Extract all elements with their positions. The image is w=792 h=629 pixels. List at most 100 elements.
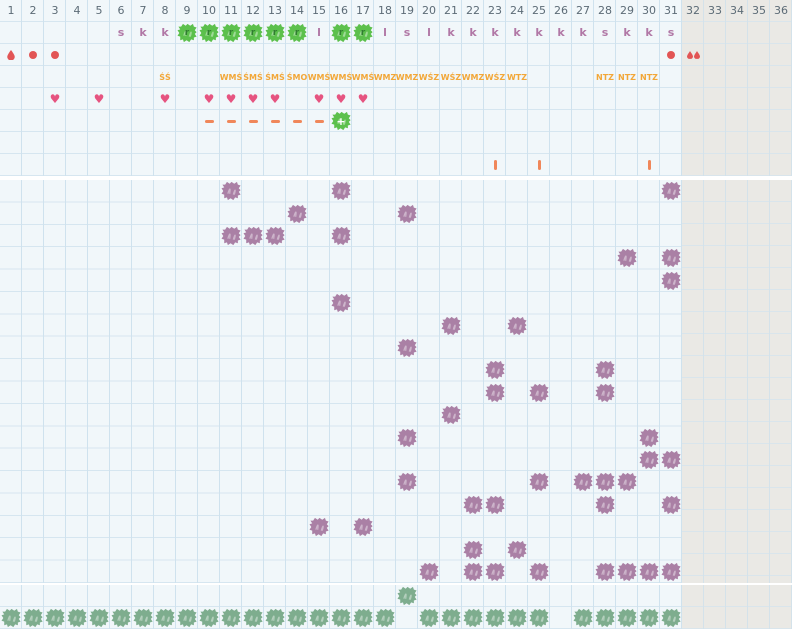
summary-blob[interactable] bbox=[485, 608, 506, 628]
assignment-blob[interactable] bbox=[595, 383, 616, 403]
assignment-blob[interactable] bbox=[595, 360, 616, 380]
duty-letter[interactable]: k bbox=[139, 26, 147, 39]
heart-icon[interactable]: ♥ bbox=[93, 92, 105, 106]
duty-letter[interactable]: k bbox=[579, 26, 587, 39]
shift-flower-icon[interactable]: r bbox=[265, 23, 286, 43]
summary-blob[interactable] bbox=[639, 608, 660, 628]
summary-blob[interactable] bbox=[89, 608, 110, 628]
shift-code-label[interactable]: WMŚ bbox=[329, 72, 353, 82]
summary-blob[interactable] bbox=[45, 608, 66, 628]
bar-mark[interactable] bbox=[493, 160, 497, 170]
duty-letter[interactable]: s bbox=[601, 26, 609, 39]
duty-letter[interactable]: s bbox=[117, 26, 125, 39]
assignment-blob[interactable] bbox=[331, 226, 352, 246]
duty-letter[interactable]: l bbox=[317, 26, 321, 39]
assignment-blob[interactable] bbox=[221, 181, 242, 201]
assignment-blob[interactable] bbox=[463, 540, 484, 560]
red-dot-icon[interactable] bbox=[29, 51, 37, 59]
assignment-blob[interactable] bbox=[661, 562, 682, 582]
assignment-blob[interactable] bbox=[485, 360, 506, 380]
assignment-blob[interactable] bbox=[485, 495, 506, 515]
summary-blob[interactable] bbox=[463, 608, 484, 628]
heart-icon[interactable]: ♥ bbox=[247, 92, 259, 106]
assignment-blob[interactable] bbox=[661, 495, 682, 515]
assignment-blob[interactable] bbox=[485, 383, 506, 403]
heart-icon[interactable]: ♥ bbox=[313, 92, 325, 106]
assignment-blob[interactable] bbox=[595, 472, 616, 492]
summary-blob[interactable] bbox=[309, 608, 330, 628]
assignment-blob[interactable] bbox=[397, 338, 418, 358]
heart-icon[interactable]: ♥ bbox=[49, 92, 61, 106]
assignment-blob[interactable] bbox=[331, 293, 352, 313]
assignment-blob[interactable] bbox=[617, 248, 638, 268]
duty-letter[interactable]: k bbox=[645, 26, 653, 39]
assignment-blob[interactable] bbox=[221, 226, 242, 246]
shift-code-label[interactable]: WMŚ bbox=[219, 72, 243, 82]
assignment-blob[interactable] bbox=[397, 472, 418, 492]
summary-blob[interactable] bbox=[1, 608, 22, 628]
summary-blob[interactable] bbox=[661, 608, 682, 628]
shift-code-label[interactable]: ŚŚ bbox=[159, 72, 171, 82]
dash-mark[interactable] bbox=[226, 120, 236, 123]
shift-code-label[interactable]: NTZ bbox=[640, 72, 658, 82]
shift-code-label[interactable]: NTZ bbox=[596, 72, 614, 82]
summary-blob[interactable] bbox=[595, 608, 616, 628]
assignment-blob[interactable] bbox=[595, 495, 616, 515]
duty-letter[interactable]: k bbox=[623, 26, 631, 39]
shift-flower-icon[interactable]: r bbox=[331, 23, 352, 43]
heart-icon[interactable]: ♥ bbox=[269, 92, 281, 106]
bar-mark[interactable] bbox=[537, 160, 541, 170]
assignment-blob[interactable] bbox=[661, 450, 682, 470]
assignment-blob[interactable] bbox=[441, 316, 462, 336]
summary-blob[interactable] bbox=[199, 608, 220, 628]
summary-blob[interactable] bbox=[133, 608, 154, 628]
assignment-blob[interactable] bbox=[485, 562, 506, 582]
assignment-blob[interactable] bbox=[353, 517, 374, 537]
shift-flower-icon[interactable]: r bbox=[287, 23, 308, 43]
duty-letter[interactable]: s bbox=[403, 26, 411, 39]
shift-flower-icon[interactable]: r bbox=[243, 23, 264, 43]
plus-flower-icon[interactable]: + bbox=[331, 111, 352, 131]
heart-icon[interactable]: ♥ bbox=[203, 92, 215, 106]
shift-code-label[interactable]: WŚZ bbox=[440, 72, 462, 82]
shift-code-label[interactable]: WŚZ bbox=[484, 72, 506, 82]
assignment-blob[interactable] bbox=[441, 405, 462, 425]
summary-blob[interactable] bbox=[529, 608, 550, 628]
bar-mark[interactable] bbox=[647, 160, 651, 170]
assignment-blob[interactable] bbox=[661, 248, 682, 268]
summary-blob[interactable] bbox=[177, 608, 198, 628]
assignment-blob[interactable] bbox=[419, 562, 440, 582]
summary-blob[interactable] bbox=[419, 608, 440, 628]
shift-code-label[interactable]: WMZ bbox=[373, 72, 397, 82]
heart-icon[interactable]: ♥ bbox=[357, 92, 369, 106]
duty-letter[interactable]: k bbox=[557, 26, 565, 39]
dash-mark[interactable] bbox=[314, 120, 324, 123]
red-double-drop-icon[interactable] bbox=[687, 51, 700, 59]
duty-letter[interactable]: k bbox=[535, 26, 543, 39]
shift-code-label[interactable]: WTZ bbox=[506, 72, 528, 82]
summary-blob[interactable] bbox=[353, 608, 374, 628]
summary-blob[interactable] bbox=[111, 608, 132, 628]
dash-mark[interactable] bbox=[292, 120, 302, 123]
assignments-grid-section[interactable] bbox=[0, 180, 792, 583]
summary-blob[interactable] bbox=[617, 608, 638, 628]
assignment-blob[interactable] bbox=[463, 495, 484, 515]
shift-code-label[interactable]: ŚMO bbox=[286, 72, 308, 82]
shift-flower-icon[interactable]: r bbox=[177, 23, 198, 43]
assignment-blob[interactable] bbox=[397, 428, 418, 448]
summary-blob[interactable] bbox=[287, 608, 308, 628]
shift-code-label[interactable]: NTZ bbox=[618, 72, 636, 82]
summary-blob[interactable] bbox=[375, 608, 396, 628]
shift-code-label[interactable]: ŚMŚ bbox=[265, 72, 285, 82]
summary-blob[interactable] bbox=[221, 608, 242, 628]
assignment-blob[interactable] bbox=[243, 226, 264, 246]
summary-blob[interactable] bbox=[265, 608, 286, 628]
shift-code-label[interactable]: WMŚ bbox=[307, 72, 331, 82]
duty-letter[interactable]: k bbox=[513, 26, 521, 39]
shift-code-label[interactable]: WMZ bbox=[461, 72, 485, 82]
assignment-blob[interactable] bbox=[529, 562, 550, 582]
shift-code-label[interactable]: ŚMŚ bbox=[243, 72, 263, 82]
shift-flower-icon[interactable]: r bbox=[353, 23, 374, 43]
shift-code-label[interactable]: WŚZ bbox=[418, 72, 440, 82]
dash-mark[interactable] bbox=[248, 120, 258, 123]
